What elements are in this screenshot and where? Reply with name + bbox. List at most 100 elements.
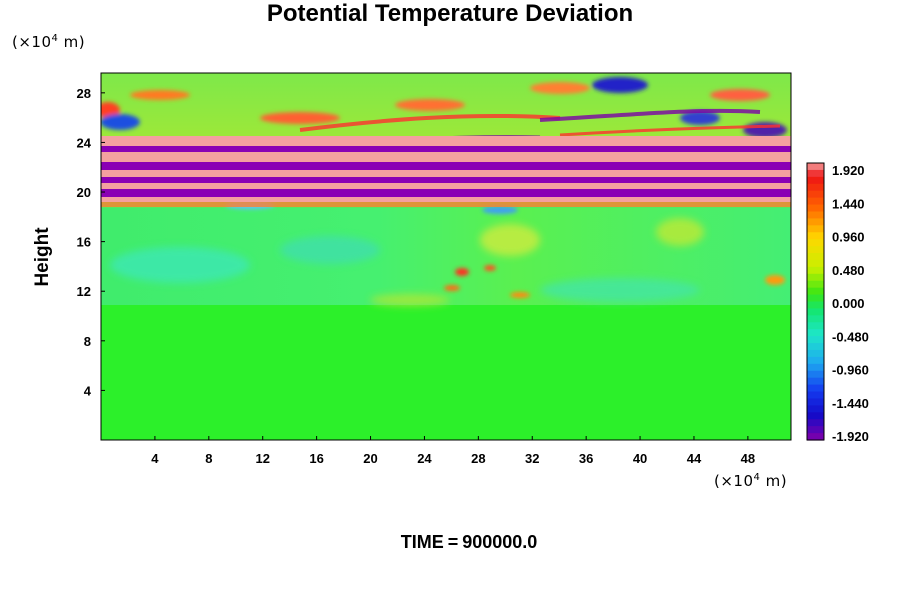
colorbar-swatch	[807, 329, 824, 337]
colorbar-tick-label: -0.480	[832, 329, 869, 344]
y-tick-label: 20	[77, 185, 91, 200]
colorbar-tick-label: 0.000	[832, 296, 865, 311]
colorbar-swatch	[807, 176, 824, 185]
field-wave-streak	[539, 108, 761, 122]
field-band	[101, 136, 791, 146]
colorbar-tick-label: -0.960	[832, 363, 869, 378]
field-blue-blob	[592, 77, 648, 93]
field-red-blob	[130, 90, 190, 100]
field-band	[101, 177, 791, 183]
colorbar-swatch	[807, 412, 824, 420]
field-red-blob	[765, 275, 785, 285]
colorbar-swatch	[807, 301, 824, 310]
colorbar-swatch	[807, 211, 824, 219]
colorbar-swatch	[807, 204, 824, 213]
colorbar-swatch	[807, 253, 824, 261]
field-red-blob	[510, 292, 530, 298]
field-cyan-patch	[110, 247, 250, 283]
y-tick-label: 24	[77, 135, 92, 150]
colorbar-tick-label: -1.440	[832, 396, 869, 411]
field-band	[101, 202, 791, 207]
field-cyan-patch	[280, 236, 380, 264]
y-tick-label: 8	[84, 334, 91, 349]
field-lower-region	[101, 300, 791, 440]
field-band	[101, 189, 791, 197]
x-tick-label: 32	[525, 451, 539, 466]
colorbar-swatch	[807, 169, 824, 178]
x-tick-label: 48	[741, 451, 755, 466]
x-tick-label: 44	[687, 451, 702, 466]
field-red-blob	[710, 89, 770, 101]
colorbar-swatch	[807, 259, 824, 268]
field-yellow-patch	[656, 218, 704, 246]
colorbar-swatch	[807, 239, 824, 247]
colorbar-swatch	[807, 363, 824, 372]
x-tick-label: 40	[633, 451, 647, 466]
colorbar-swatch	[807, 183, 824, 192]
colorbar-swatch	[807, 426, 824, 434]
colorbar-swatch	[807, 419, 824, 427]
field-yellow-patch	[480, 224, 540, 256]
x-tick-label: 28	[471, 451, 485, 466]
colorbar-swatch	[807, 391, 824, 400]
x-tick-label: 8	[205, 451, 212, 466]
y-tick-label: 12	[77, 284, 91, 299]
colorbar-swatch	[807, 294, 824, 303]
field-wave-streak	[559, 124, 781, 137]
x-axis-ticks: 4 8 12 16 20 24 28 32 36 40 44 48	[151, 436, 755, 466]
colorbar-swatch	[807, 315, 824, 323]
colorbar-swatch	[807, 405, 824, 413]
colorbar-swatch	[807, 225, 824, 233]
x-axis-unit: (×104 m)	[714, 472, 788, 490]
colorbar-tick-label: 1.920	[832, 163, 865, 178]
y-tick-label: 16	[77, 235, 91, 250]
colorbar-tick-label: 0.960	[832, 230, 865, 245]
colorbar-swatch	[807, 308, 824, 316]
field-band	[101, 162, 791, 170]
field-band	[101, 183, 791, 189]
field-red-blob	[260, 112, 340, 124]
field-blue-blob	[680, 111, 720, 125]
field-red-blob	[455, 268, 469, 276]
colorbar-swatch	[807, 266, 824, 275]
field-band	[101, 146, 791, 152]
field-blue-blob	[482, 206, 518, 214]
field-red-blob	[395, 99, 465, 111]
field-red-blob	[530, 82, 590, 94]
colorbar-swatch	[807, 287, 824, 296]
field-red-blob	[444, 285, 460, 291]
field-cyan-patch	[540, 278, 700, 302]
colorbar-swatch	[807, 384, 824, 393]
colorbar-swatch	[807, 343, 824, 351]
field-red-blob	[101, 102, 120, 118]
x-tick-label: 36	[579, 451, 593, 466]
x-tick-label: 4	[151, 451, 159, 466]
x-tick-label: 12	[255, 451, 269, 466]
y-axis-unit: (×104 m)	[12, 33, 86, 51]
colorbar-swatch	[807, 280, 824, 289]
y-tick-label: 4	[84, 383, 92, 398]
field-band	[101, 197, 791, 202]
colorbar-swatch	[807, 356, 824, 365]
colorbar-swatch	[807, 218, 824, 226]
colorbar-tick-label: 1.440	[832, 196, 865, 211]
y-axis-ticks: 4 8 12 16 20 24 28	[77, 86, 105, 398]
colorbar-swatch	[807, 232, 824, 240]
field-band	[101, 152, 791, 162]
temperature-field	[101, 73, 791, 440]
x-tick-label: 16	[309, 451, 323, 466]
colorbar-swatch	[807, 377, 824, 386]
y-tick-label: 28	[77, 86, 91, 101]
chart-title: Potential Temperature Deviation	[266, 0, 634, 27]
colorbar-tick-label: 0.480	[832, 263, 865, 278]
colorbar-swatch	[807, 163, 824, 171]
colorbar-swatch	[807, 273, 824, 282]
time-readout: TIME = 900000.0	[400, 532, 538, 552]
x-tick-label: 20	[363, 451, 377, 466]
field-wave-streak	[299, 113, 561, 132]
colorbar-swatch	[807, 349, 824, 358]
field-yellow-patch	[370, 294, 450, 306]
plot-frame	[100, 72, 792, 441]
colorbar-swatch	[807, 197, 824, 206]
